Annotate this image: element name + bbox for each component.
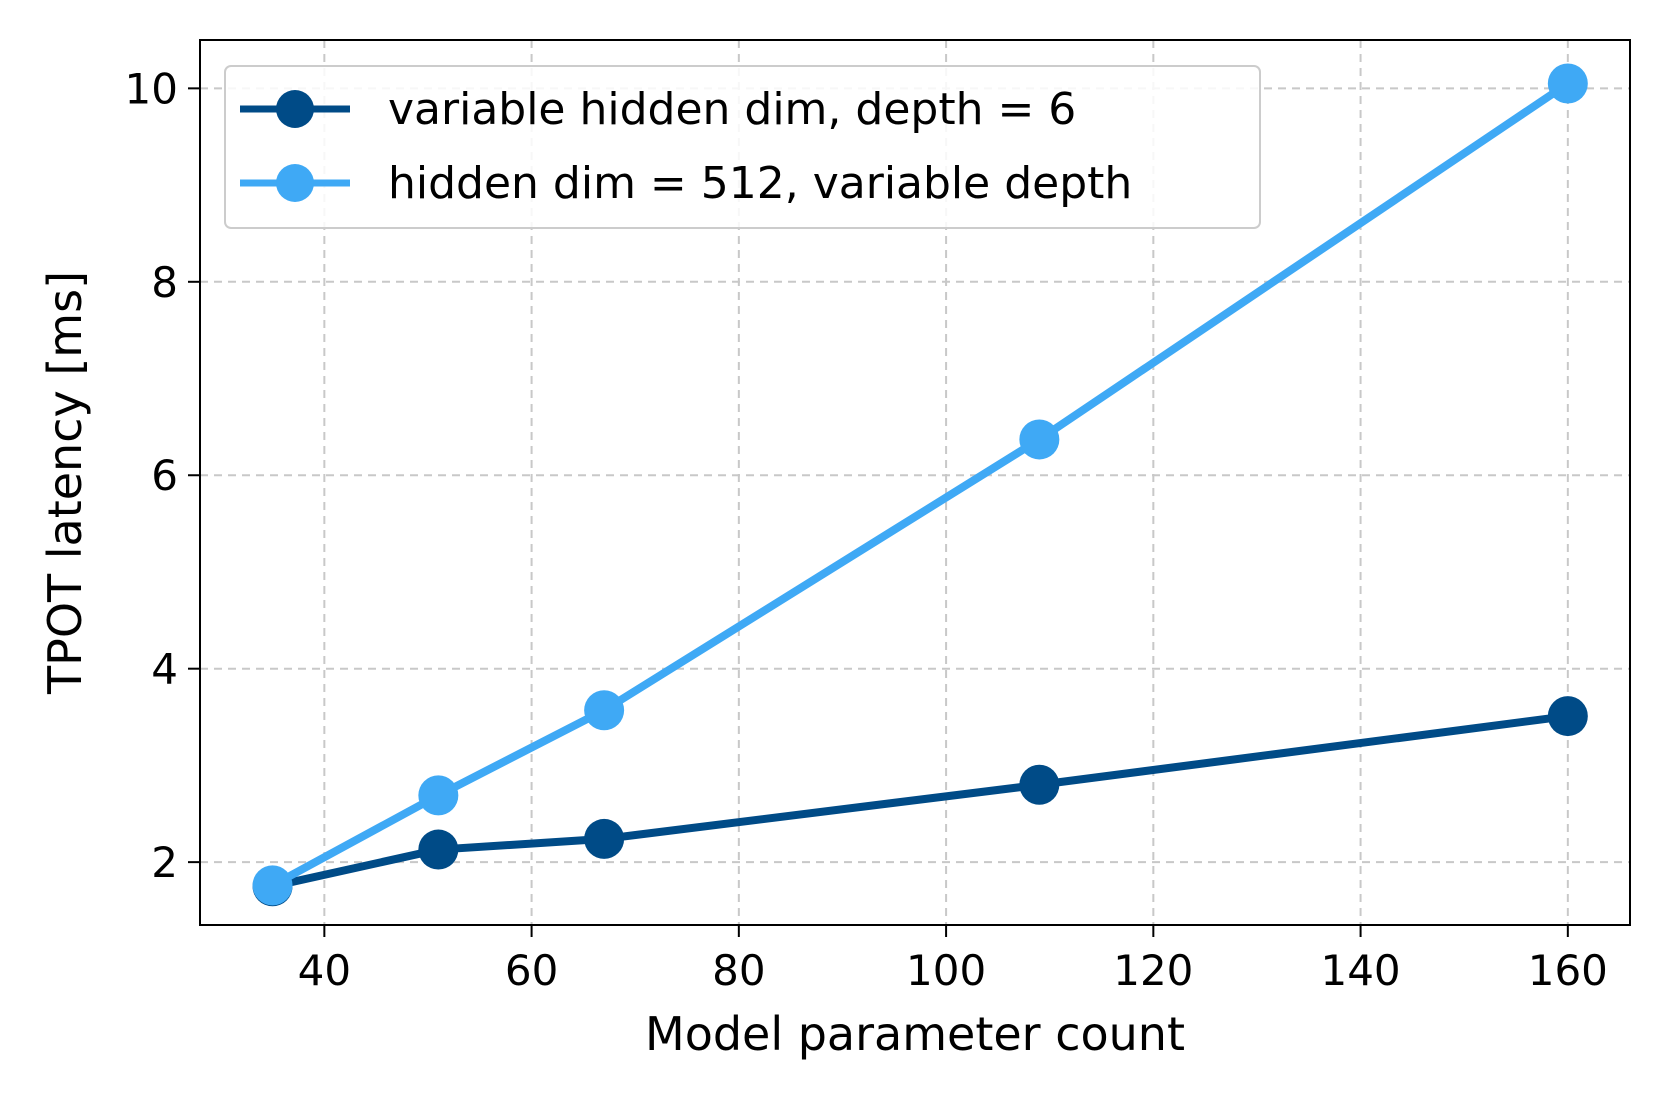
x-tick-label: 140 (1320, 946, 1400, 995)
data-point (418, 775, 459, 816)
x-tick-label: 100 (906, 946, 986, 995)
x-axis-label: Model parameter count (645, 1007, 1185, 1061)
y-tick-label: 10 (125, 64, 178, 113)
data-point (1019, 764, 1060, 805)
plot-frame (199, 39, 1631, 926)
data-point (418, 829, 459, 870)
axis-ticks: 40 60 80 100 120 140 160 2 4 6 8 10 (125, 64, 1608, 995)
y-tick-label: 2 (151, 838, 178, 887)
y-tick-label: 8 (151, 258, 178, 307)
x-tick-label: 120 (1113, 946, 1193, 995)
series-2 (252, 63, 1588, 906)
x-tick-label: 40 (298, 946, 351, 995)
x-tick-label: 160 (1528, 946, 1608, 995)
legend: variable hidden dim, depth = 6 hidden di… (224, 65, 1261, 229)
x-tick-label: 60 (505, 946, 558, 995)
legend-entry-label: hidden dim = 512, variable depth (388, 158, 1132, 209)
legend-entry-label: variable hidden dim, depth = 6 (388, 84, 1076, 135)
legend-swatch-marker (276, 90, 314, 128)
legend-box (224, 65, 1261, 229)
y-tick-label: 6 (151, 451, 178, 500)
legend-swatch-marker (276, 164, 314, 202)
y-tick-label: 4 (151, 645, 178, 694)
data-point (252, 865, 293, 906)
data-point (1547, 696, 1588, 737)
data-point (1019, 419, 1060, 460)
data-point (584, 690, 625, 731)
data-point (1547, 63, 1588, 104)
x-tick-label: 80 (712, 946, 765, 995)
data-point (584, 818, 625, 859)
data-series (252, 63, 1588, 907)
y-axis-label: TPOT latency [ms] (38, 271, 92, 695)
